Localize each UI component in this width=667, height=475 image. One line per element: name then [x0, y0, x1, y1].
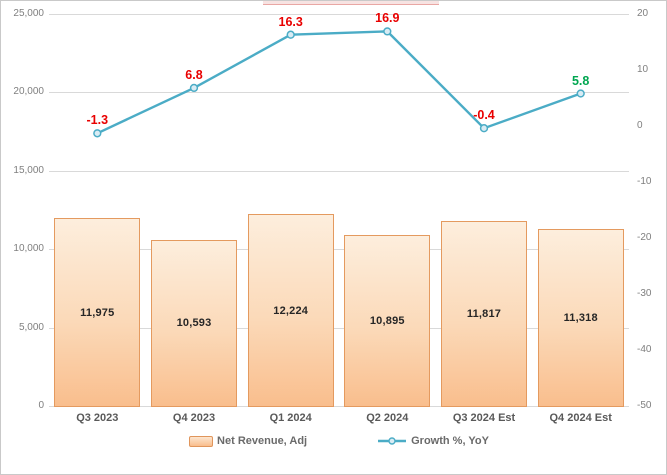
y-axis-right-tick-label: 0	[637, 120, 643, 131]
growth-value-label: 16.9	[375, 11, 400, 26]
gridline	[49, 249, 629, 251]
growth-point-marker	[383, 27, 392, 36]
y-axis-right-tick-label: -40	[637, 344, 652, 355]
y-axis-right-tick-label: -50	[637, 400, 652, 411]
cropped-red-artifact	[263, 1, 439, 5]
bar-value-label: 11,817	[466, 307, 502, 320]
y-axis-left-tick-label: 15,000	[13, 164, 44, 176]
growth-value-label: 6.8	[185, 67, 203, 82]
bar-value-label: 10,895	[369, 315, 405, 328]
legend: Net Revenue, Adj Growth %, YoY	[49, 432, 629, 450]
gridline	[49, 14, 629, 15]
growth-value-label: -0.4	[473, 108, 495, 123]
y-axis-left-tick-label: 25,000	[13, 8, 44, 19]
x-axis-category-label: Q3 2024 Est	[452, 412, 516, 424]
x-axis-category-label: Q4 2023	[172, 412, 216, 424]
y-axis-right-tick-label: -30	[637, 288, 652, 299]
x-axis-category-label: Q4 2024 Est	[549, 412, 612, 424]
revenue-bar: 11,817	[441, 220, 527, 407]
x-axis-category-label: Q3 2023	[76, 412, 119, 424]
x-axis-category-label: Q1 2024	[269, 412, 312, 424]
y-axis-left-tick-label: 0	[38, 400, 44, 411]
y-axis-left-tick-label: 5,000	[18, 321, 44, 333]
legend-label-revenue: Net Revenue, Adj	[217, 435, 308, 447]
gridline	[49, 170, 629, 172]
growth-point-marker	[93, 129, 102, 138]
revenue-bar: 12,224	[247, 214, 334, 407]
revenue-bar: 10,895	[344, 235, 431, 407]
gridline	[49, 406, 629, 407]
growth-point-marker	[189, 83, 199, 93]
y-axis-left-tick-label: 10,000	[13, 243, 44, 255]
line-marker-icon	[378, 437, 407, 445]
y-axis-right-tick-label: -10	[637, 176, 652, 187]
growth-value-label: 5.8	[571, 73, 590, 88]
bar-value-label: 11,318	[563, 311, 598, 324]
growth-point-marker	[479, 124, 489, 133]
revenue-bar: 11,975	[54, 218, 141, 407]
revenue-bar: 10,593	[151, 239, 237, 407]
y-axis-right-tick-label: 20	[637, 8, 649, 19]
growth-value-label: 16.3	[278, 14, 303, 29]
y-axis-left-tick-label: 20,000	[13, 86, 44, 98]
y-axis-right-tick-label: -20	[637, 232, 652, 243]
legend-item-revenue: Net Revenue, Adj	[189, 435, 307, 447]
x-axis-category-label: Q2 2024	[366, 412, 409, 424]
growth-point-marker	[576, 89, 585, 98]
bar-value-label: 12,224	[273, 304, 309, 317]
bar-value-label: 11,975	[80, 306, 115, 319]
gridline	[49, 92, 629, 94]
growth-point-marker	[286, 30, 295, 39]
y-axis-right-tick-label: 10	[637, 64, 649, 75]
revenue-bar: 11,318	[537, 228, 624, 407]
bar-value-label: 10,593	[176, 317, 212, 330]
gridline	[49, 327, 629, 329]
legend-label-growth: Growth %, YoY	[411, 435, 489, 447]
legend-item-growth: Growth %, YoY	[377, 435, 489, 447]
bar-swatch-icon	[189, 435, 214, 447]
growth-value-label: -1.3	[86, 113, 109, 128]
